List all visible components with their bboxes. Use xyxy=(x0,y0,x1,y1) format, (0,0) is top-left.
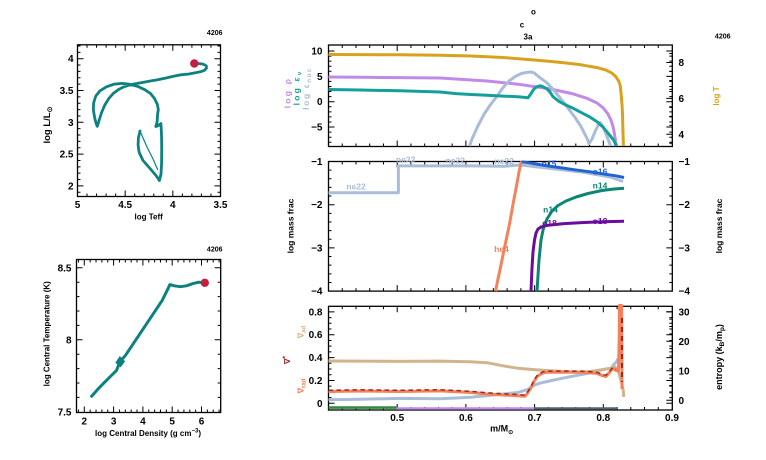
svg-text:o18: o18 xyxy=(593,216,608,226)
svg-text:6: 6 xyxy=(199,417,205,428)
svg-text:−1: −1 xyxy=(679,157,691,168)
svg-text:4: 4 xyxy=(140,417,146,428)
svg-text:4: 4 xyxy=(170,200,176,211)
svg-text:30: 30 xyxy=(679,307,691,318)
svg-text:0: 0 xyxy=(317,97,323,108)
svg-text:n14: n14 xyxy=(593,181,608,191)
svg-text:log Central Density (g cm−3): log Central Density (g cm−3) xyxy=(95,429,201,439)
svg-text:m/M⊙: m/M⊙ xyxy=(490,424,513,437)
svg-text:4: 4 xyxy=(679,130,685,141)
svg-text:log Teff: log Teff xyxy=(135,213,164,222)
svg-text:4206: 4206 xyxy=(715,34,731,41)
svg-text:3: 3 xyxy=(68,118,74,129)
svg-text:0.5: 0.5 xyxy=(390,413,404,424)
svg-text:log mass frac: log mass frac xyxy=(714,198,724,253)
svg-text:2: 2 xyxy=(82,417,88,428)
svg-text:2.5: 2.5 xyxy=(60,150,74,161)
svg-text:log εν: log εν xyxy=(292,70,304,106)
svg-text:2: 2 xyxy=(68,181,74,192)
svg-text:o18: o18 xyxy=(542,218,557,228)
svg-text:c: c xyxy=(520,21,525,30)
svg-text:3a: 3a xyxy=(524,33,533,42)
svg-text:log ρ: log ρ xyxy=(283,77,293,108)
svg-text:4.5: 4.5 xyxy=(118,200,132,211)
svg-text:∇rad: ∇rad xyxy=(297,378,308,394)
svg-text:4206: 4206 xyxy=(207,30,223,37)
svg-text:−2: −2 xyxy=(311,200,323,211)
svg-text:o: o xyxy=(531,8,536,17)
svg-text:log T: log T xyxy=(712,86,721,105)
svg-text:10: 10 xyxy=(679,366,691,377)
svg-text:−2: −2 xyxy=(679,200,691,211)
svg-text:−3: −3 xyxy=(311,243,323,254)
svg-text:ne22: ne22 xyxy=(346,182,366,192)
svg-text:8: 8 xyxy=(679,58,685,69)
svg-text:−4: −4 xyxy=(311,287,323,298)
svg-text:5: 5 xyxy=(75,200,81,211)
svg-text:20: 20 xyxy=(679,337,691,348)
svg-text:8: 8 xyxy=(66,335,72,346)
svg-text:0.7: 0.7 xyxy=(528,413,542,424)
svg-text:∇ad: ∇ad xyxy=(297,325,308,339)
svg-text:0: 0 xyxy=(317,399,323,410)
svg-text:3.5: 3.5 xyxy=(60,86,74,97)
svg-text:0.6: 0.6 xyxy=(309,330,323,341)
svg-text:7.5: 7.5 xyxy=(58,407,72,418)
svg-text:4206: 4206 xyxy=(207,247,223,254)
svg-text:6: 6 xyxy=(679,94,685,105)
svg-text:−4: −4 xyxy=(679,287,691,298)
svg-text:n15: n15 xyxy=(542,159,557,169)
svg-text:0.9: 0.9 xyxy=(665,413,679,424)
svg-text:entropy (kB/mp): entropy (kB/mp) xyxy=(714,324,726,390)
svg-text:5: 5 xyxy=(169,417,175,428)
svg-text:ne22: ne22 xyxy=(494,156,514,166)
svg-text:5: 5 xyxy=(317,72,323,83)
svg-text:ne22: ne22 xyxy=(446,156,466,166)
svg-text:−5: −5 xyxy=(311,123,323,134)
svg-text:0.4: 0.4 xyxy=(309,353,323,364)
svg-text:log L/L⊙: log L/L⊙ xyxy=(42,106,54,143)
svg-text:3.5: 3.5 xyxy=(214,200,228,211)
svg-text:3: 3 xyxy=(111,417,117,428)
svg-text:0.8: 0.8 xyxy=(309,307,323,318)
svg-text:0: 0 xyxy=(679,396,685,407)
svg-text:8.5: 8.5 xyxy=(58,263,72,274)
svg-text:log Central Temperature (K): log Central Temperature (K) xyxy=(43,281,52,387)
svg-text:4: 4 xyxy=(68,54,74,65)
svg-text:∇*: ∇* xyxy=(283,356,293,365)
svg-text:n14: n14 xyxy=(543,205,558,215)
svg-text:o16: o16 xyxy=(593,167,608,177)
svg-text:0.8: 0.8 xyxy=(596,413,610,424)
svg-text:−1: −1 xyxy=(311,157,323,168)
svg-text:10: 10 xyxy=(311,47,323,58)
svg-text:ne22: ne22 xyxy=(396,155,416,165)
svg-text:log mass frac: log mass frac xyxy=(286,198,296,253)
svg-text:0.2: 0.2 xyxy=(309,376,323,387)
svg-text:0.6: 0.6 xyxy=(459,413,473,424)
svg-text:he4: he4 xyxy=(494,244,509,254)
svg-text:−3: −3 xyxy=(679,243,691,254)
